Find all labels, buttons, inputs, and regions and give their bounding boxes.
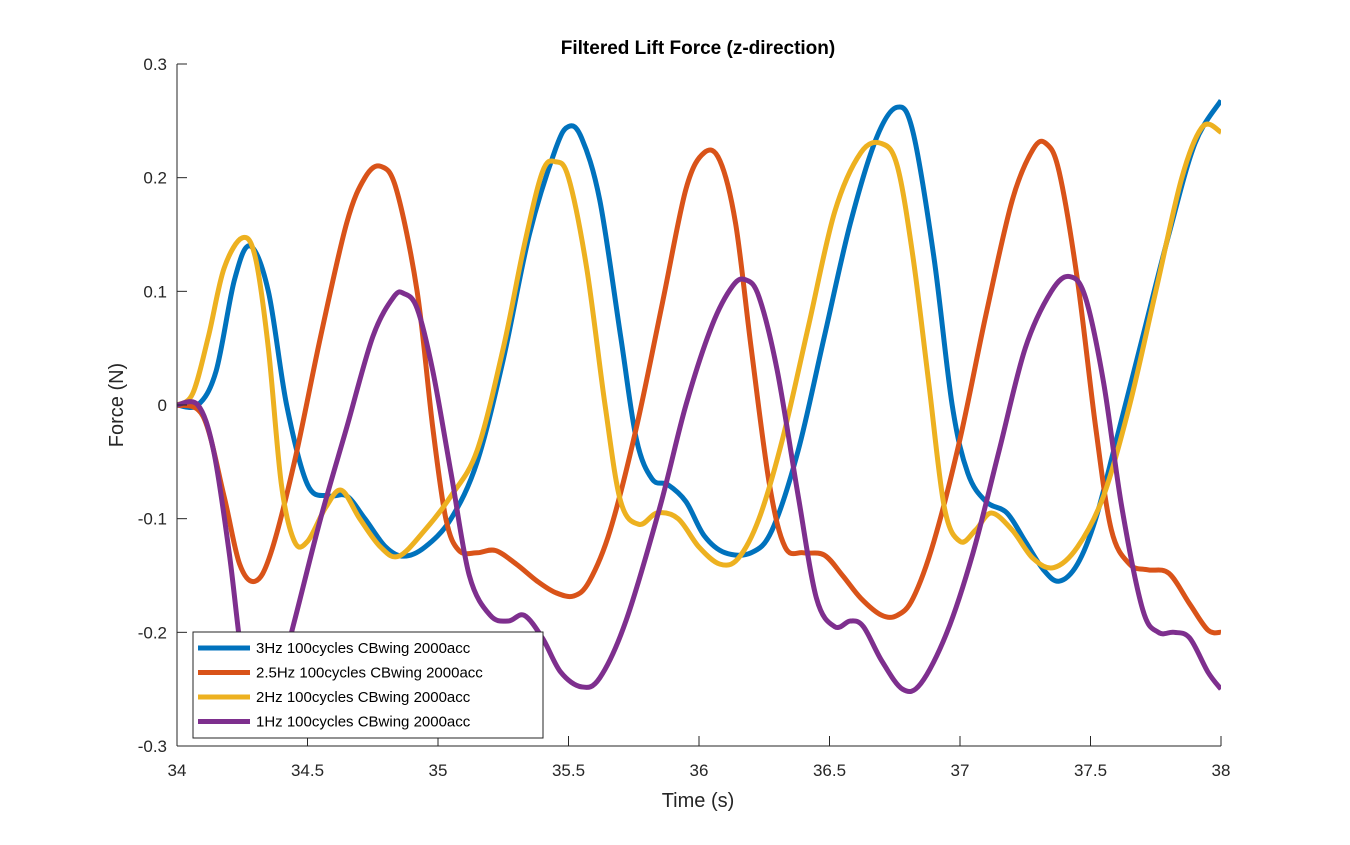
legend[interactable]: 3Hz 100cycles CBwing 2000acc 2.5Hz 100cyc… — [192, 631, 544, 739]
x-axis-label: Time (s) — [662, 790, 735, 812]
y-tick-label: 0.2 — [143, 169, 167, 188]
legend-label-3: 1Hz 100cycles CBwing 2000acc — [256, 714, 471, 731]
y-tick-label: 0 — [158, 396, 167, 415]
y-axis-label: Force (N) — [106, 363, 128, 447]
x-tick-label: 34.5 — [291, 761, 324, 780]
series-line-3 — [177, 273, 1221, 721]
y-tick-label: 0.1 — [143, 282, 167, 301]
legend-box — [192, 631, 544, 739]
y-axis: -0.3 -0.2 -0.1 0 0.1 0.2 0.3 — [138, 55, 187, 756]
legend-label-0: 3Hz 100cycles CBwing 2000acc — [256, 640, 471, 657]
x-tick-label: 35.5 — [552, 761, 585, 780]
x-tick-label: 36 — [690, 761, 709, 780]
x-axis: 34 34.5 35 35.5 36 36.5 37 37.5 38 — [168, 736, 1231, 780]
y-tick-label: 0.3 — [143, 55, 167, 74]
y-tick-label: -0.2 — [138, 623, 167, 642]
series-line-1 — [177, 138, 1221, 636]
legend-label-2: 2Hz 100cycles CBwing 2000acc — [256, 689, 471, 706]
y-tick-label: -0.3 — [138, 737, 167, 756]
y-tick-label: -0.1 — [138, 510, 167, 529]
plot-lines — [177, 98, 1221, 721]
x-tick-label: 37 — [951, 761, 970, 780]
series-line-2 — [177, 121, 1221, 571]
x-tick-label: 35 — [429, 761, 448, 780]
x-tick-label: 38 — [1212, 761, 1231, 780]
x-tick-label: 37.5 — [1074, 761, 1107, 780]
x-tick-label: 36.5 — [813, 761, 846, 780]
x-tick-label: 34 — [168, 761, 187, 780]
legend-label-1: 2.5Hz 100cycles CBwing 2000acc — [256, 665, 483, 682]
chart-title: Filtered Lift Force (z-direction) — [561, 38, 835, 59]
